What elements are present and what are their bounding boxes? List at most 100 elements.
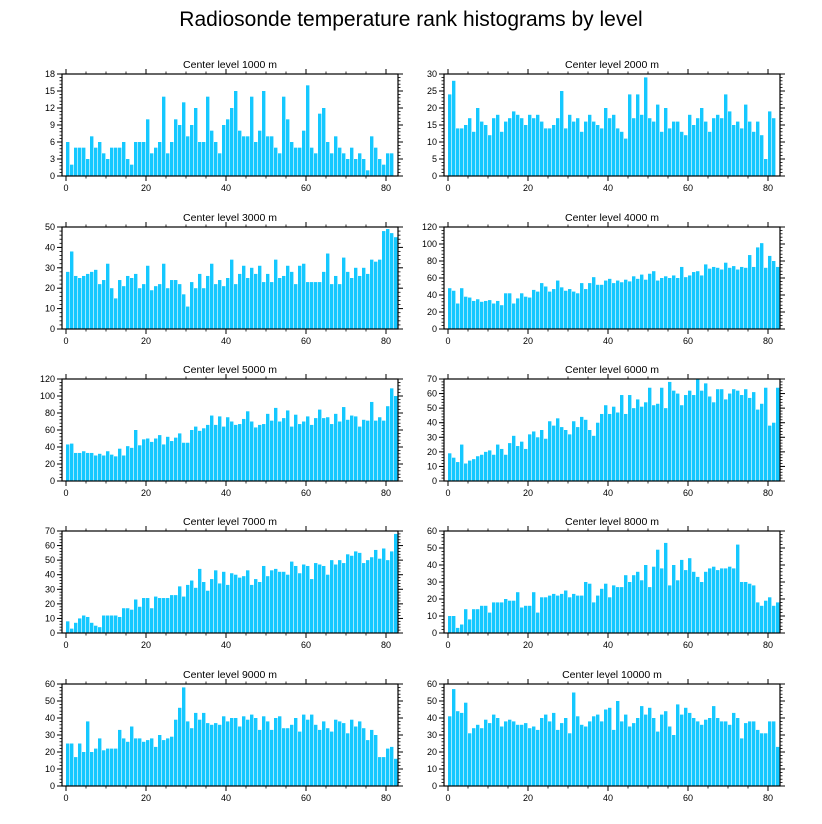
histogram-bar [584, 289, 588, 329]
histogram-bar [122, 286, 126, 329]
histogram-bar [158, 598, 162, 633]
histogram-bar [210, 263, 214, 329]
histogram-bar [386, 560, 390, 633]
y-tick-label: 40 [427, 418, 437, 428]
histogram-bar [596, 595, 600, 633]
histogram-bar [456, 462, 460, 481]
histogram-bar [178, 125, 182, 176]
histogram-bar [346, 419, 350, 481]
histogram-bar [620, 131, 624, 176]
y-tick-label: 30 [427, 69, 437, 79]
histogram-bar [716, 389, 720, 481]
histogram-bar [580, 595, 584, 633]
histogram-bar [106, 159, 110, 176]
histogram-bar [310, 424, 314, 481]
histogram-bar [624, 138, 628, 176]
histogram-bar [544, 597, 548, 633]
histogram-bar [194, 587, 198, 633]
histogram-bar [94, 625, 98, 633]
histogram-bar [668, 278, 672, 329]
histogram-bar [460, 128, 464, 176]
histogram-bar [552, 712, 556, 786]
histogram-bar [342, 563, 346, 633]
histogram-bar [776, 746, 780, 786]
histogram-bar [568, 289, 572, 329]
histogram-bar [270, 420, 274, 481]
histogram-bar [644, 565, 648, 633]
histogram-bar [242, 418, 246, 481]
y-tick-label: 5 [432, 154, 437, 164]
histogram-bar [656, 731, 660, 786]
histogram-bar [142, 439, 146, 481]
histogram-bar [620, 282, 624, 329]
histogram-bar [206, 275, 210, 329]
histogram-bar [146, 438, 150, 481]
histogram-bar [70, 251, 74, 329]
histogram-bar [640, 580, 644, 633]
y-tick-label: 60 [427, 389, 437, 399]
histogram-bar [306, 565, 310, 633]
histogram-bar [696, 721, 700, 786]
histogram-bar [448, 716, 452, 786]
histogram-bar [688, 275, 692, 329]
histogram-bar [576, 716, 580, 786]
histogram-bar [616, 280, 620, 329]
y-tick-label: 40 [427, 560, 437, 570]
histogram-bar [330, 284, 334, 329]
histogram-bar [242, 136, 246, 176]
histogram-bar [362, 159, 366, 176]
histogram-bar [138, 738, 142, 786]
histogram-bar [608, 278, 612, 329]
histogram-bar [198, 430, 202, 481]
histogram-bar [294, 565, 298, 633]
histogram-bar [704, 383, 708, 481]
histogram-bar [504, 454, 508, 481]
histogram-bar [464, 125, 468, 176]
histogram-panel-5: Center level 5000 m 0 20 40 60 80 100 120 0 20 40 6… [40, 364, 403, 498]
figure-title: Radiosonde temperature rank histograms b… [179, 8, 643, 31]
histogram-bar [544, 714, 548, 786]
histogram-bar [516, 446, 520, 481]
histogram-bar [158, 284, 162, 329]
histogram-bar [708, 718, 712, 786]
histogram-bar [556, 118, 560, 176]
histogram-bar [226, 119, 230, 176]
histogram-bar [744, 582, 748, 633]
histogram-bar [744, 389, 748, 481]
histogram-bar [202, 428, 206, 481]
x-tick-label: 40 [603, 336, 613, 346]
histogram-bar [206, 723, 210, 786]
histogram-bar [540, 718, 544, 786]
histogram-bar [536, 437, 540, 481]
histogram-bar [468, 297, 472, 329]
y-tick-label: 10 [45, 764, 55, 774]
histogram-bar [524, 448, 528, 481]
histogram-bar [560, 593, 564, 633]
histogram-bar [346, 733, 350, 786]
histogram-bar [556, 595, 560, 633]
histogram-bar [90, 271, 94, 329]
histogram-bar [572, 421, 576, 481]
histogram-bar [612, 406, 616, 481]
histogram-bar [480, 728, 484, 786]
histogram-bar [516, 298, 520, 329]
histogram-bar [528, 728, 532, 786]
x-tick-label: 40 [221, 336, 231, 346]
histogram-bar [314, 724, 318, 786]
histogram-bar [134, 430, 138, 481]
histogram-bar [358, 721, 362, 786]
histogram-bar [170, 736, 174, 786]
histogram-bar [134, 142, 138, 176]
y-tick-label: 0 [50, 324, 55, 334]
histogram-bar [198, 273, 202, 329]
histogram-bar [684, 277, 688, 329]
x-tick-label: 80 [763, 793, 773, 803]
histogram-bar [484, 605, 488, 633]
histogram-bar [572, 692, 576, 786]
histogram-bar [282, 571, 286, 633]
histogram-bar [580, 724, 584, 786]
histogram-bar [712, 402, 716, 481]
histogram-bar [334, 719, 338, 786]
plot-frame [61, 226, 399, 330]
histogram-bar [290, 142, 294, 176]
